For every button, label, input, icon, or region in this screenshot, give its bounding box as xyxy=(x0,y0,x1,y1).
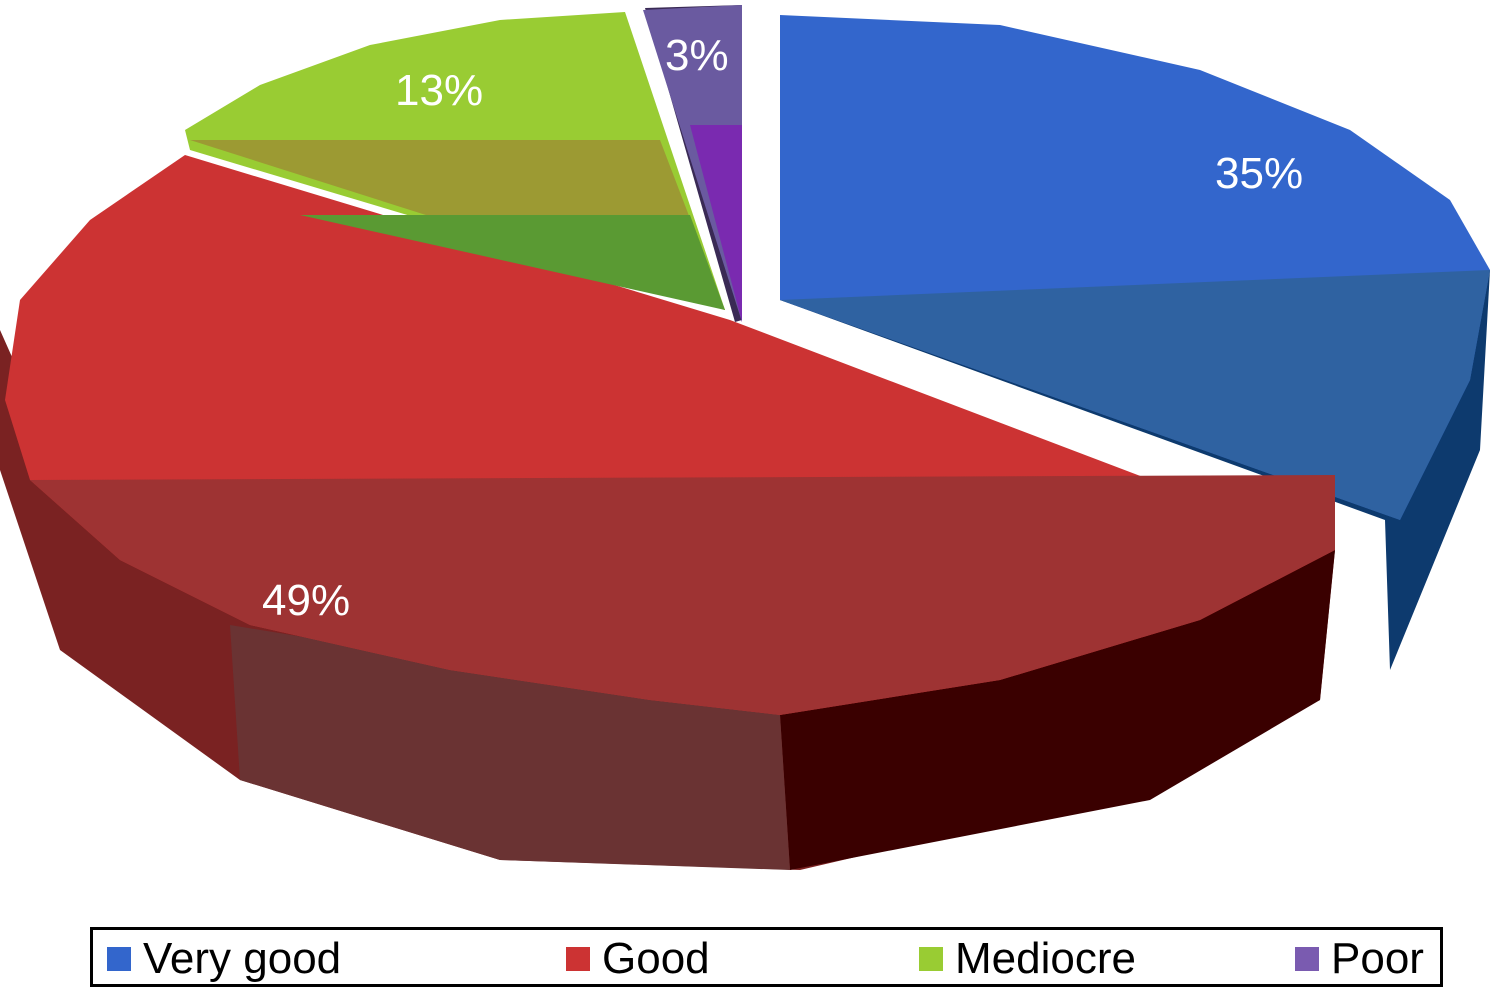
legend-item-good: Good xyxy=(566,934,710,984)
pie-slice-very-good xyxy=(780,15,1490,670)
slice-shade2-mediocre xyxy=(300,215,725,310)
legend-item-very-good: Very good xyxy=(107,934,341,984)
slice-shade-poor xyxy=(690,125,742,322)
legend-swatch-mediocre xyxy=(919,947,943,971)
pie-slice-good xyxy=(0,155,1335,870)
slice-label-good: 49% xyxy=(262,576,350,625)
pie-slice-mediocre xyxy=(185,12,725,310)
legend-label-good: Good xyxy=(602,934,710,983)
slice-shade-good xyxy=(30,475,1335,715)
legend-swatch-poor xyxy=(1295,947,1319,971)
legend-label-very-good: Very good xyxy=(143,934,342,983)
legend-label-poor: Poor xyxy=(1331,934,1424,983)
slice-label-poor: 3% xyxy=(665,31,729,80)
slice-label-mediocre: 13% xyxy=(395,66,483,115)
legend-label-mediocre: Mediocre xyxy=(955,934,1136,983)
legend-swatch-good xyxy=(566,947,590,971)
slice-shade-very-good xyxy=(780,270,1490,520)
legend-swatch-very-good xyxy=(107,947,131,971)
pie-chart: 35% 49% 13% 3% xyxy=(0,5,1490,870)
slice-top-poor xyxy=(643,5,742,322)
legend-item-poor: Poor xyxy=(1295,934,1424,984)
chart-legend: Very good Good Mediocre Poor xyxy=(90,927,1443,987)
slice-label-very-good: 35% xyxy=(1215,149,1303,198)
pie-slice-poor xyxy=(643,5,742,322)
slice-side-mid-good xyxy=(230,625,790,870)
legend-item-mediocre: Mediocre xyxy=(919,934,1136,984)
slice-side-dark-good xyxy=(780,550,1335,870)
